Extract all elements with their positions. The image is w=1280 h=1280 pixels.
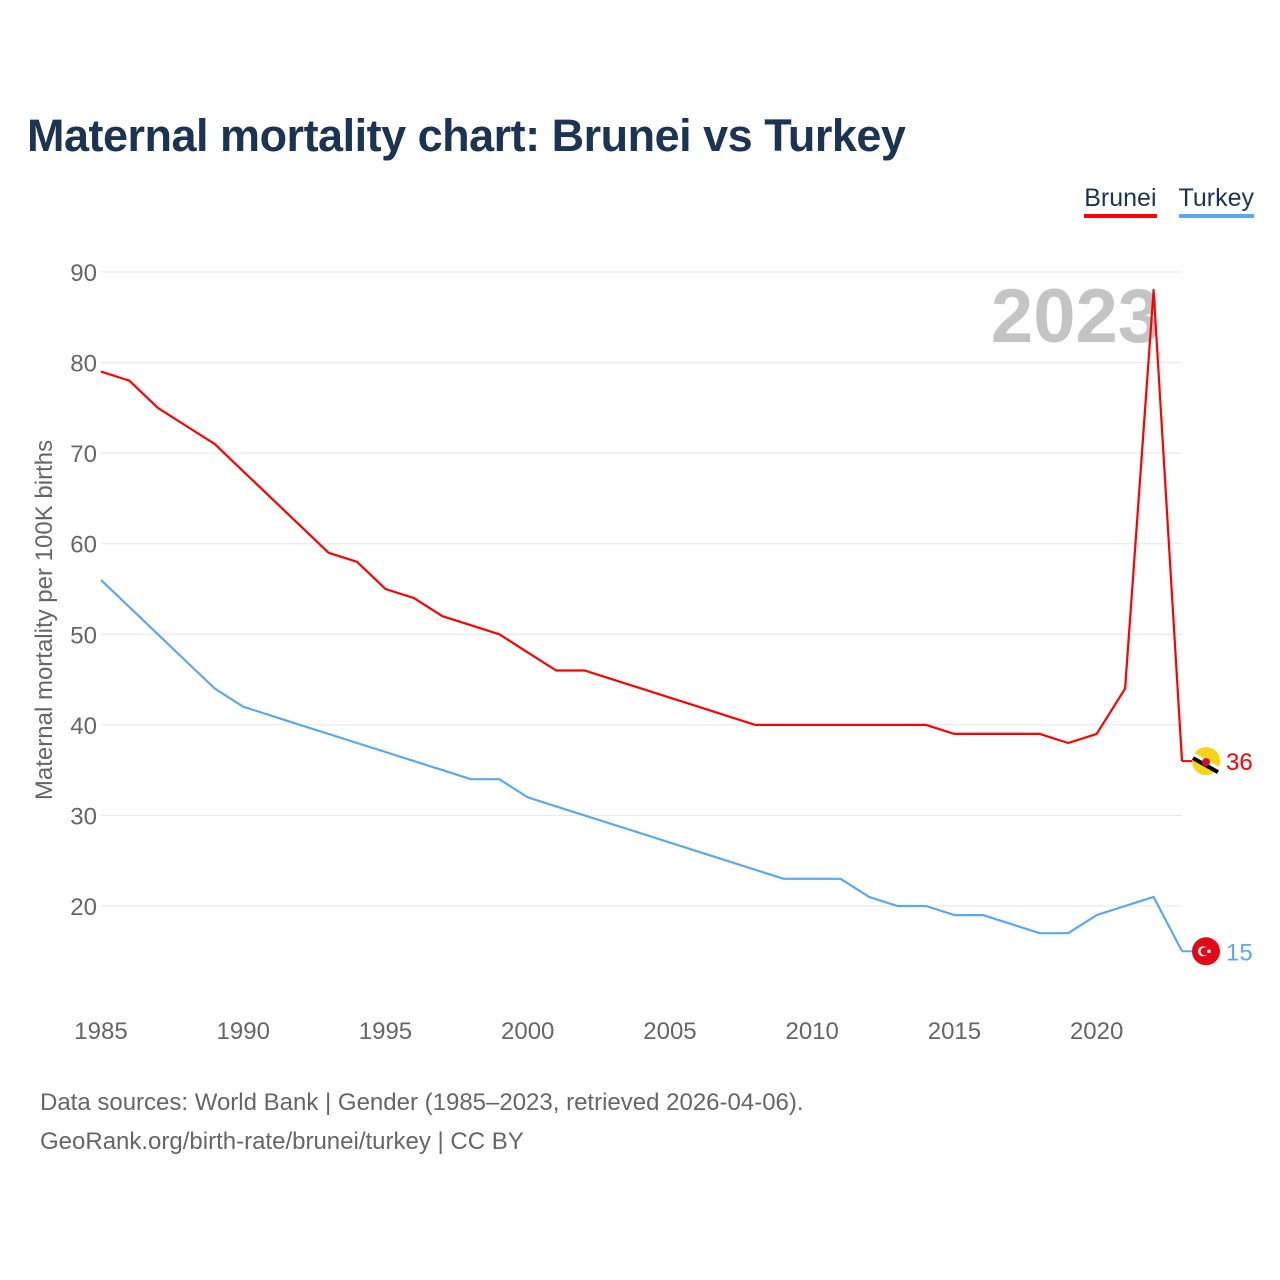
series-line-turkey bbox=[100, 579, 1183, 952]
y-tick-label: 90 bbox=[70, 260, 97, 287]
legend-turkey[interactable]: Turkey bbox=[1178, 184, 1254, 218]
legend: Brunei Turkey bbox=[1084, 184, 1254, 218]
legend-brunei[interactable]: Brunei bbox=[1084, 184, 1157, 218]
x-tick-label: 2015 bbox=[928, 1018, 981, 1045]
y-tick-label: 40 bbox=[70, 713, 97, 740]
y-tick-label: 20 bbox=[70, 894, 97, 921]
y-tick-label: 50 bbox=[70, 622, 97, 649]
end-value-label-turkey: 15 bbox=[1226, 939, 1253, 966]
data-sources: Data sources: World Bank | Gender (1985–… bbox=[40, 1089, 804, 1116]
y-tick-label: 60 bbox=[70, 532, 97, 559]
y-tick-label: 80 bbox=[70, 351, 97, 378]
x-tick-label: 1985 bbox=[74, 1018, 127, 1045]
x-tick-label: 1990 bbox=[217, 1018, 270, 1045]
chart-title: Maternal mortality chart: Brunei vs Turk… bbox=[27, 110, 906, 161]
source-link[interactable]: GeoRank.org/birth-rate/brunei/turkey | C… bbox=[40, 1128, 524, 1155]
turkey-flag-star bbox=[1207, 949, 1211, 954]
y-axis-label: Maternal mortality per 100K births bbox=[31, 440, 58, 800]
year-watermark: 2023 bbox=[991, 274, 1160, 359]
series-line-brunei bbox=[100, 289, 1184, 762]
brunei-flag-emblem bbox=[1202, 758, 1210, 767]
x-tick-label: 2010 bbox=[785, 1018, 838, 1045]
end-value-label-brunei: 36 bbox=[1226, 749, 1253, 776]
turkey-flag-crescent bbox=[1200, 947, 1209, 956]
x-tick-label: 2005 bbox=[643, 1018, 696, 1045]
x-tick-label: 2000 bbox=[501, 1018, 554, 1045]
x-tick-label: 2020 bbox=[1070, 1018, 1123, 1045]
y-tick-label: 70 bbox=[70, 441, 97, 468]
x-tick-label: 1995 bbox=[359, 1018, 412, 1045]
y-tick-label: 30 bbox=[70, 803, 97, 830]
